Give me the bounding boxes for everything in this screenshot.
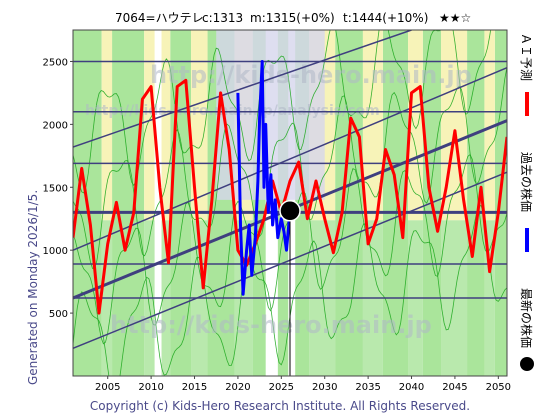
y-tick-label: 500 [49,309,68,320]
band-green [335,30,363,376]
past-price-line [236,60,292,296]
thin-green-line [73,66,507,269]
copyright-notice: Copyright (c) Kids-Hero Research Institu… [90,399,470,413]
mean-price-label: m:1315(+0%) [250,11,335,25]
series-layer [73,60,507,315]
target-price-label: t:1444(+10%) [343,11,428,25]
x-tick-label: 2050 [486,382,511,393]
x-tick-label: 2015 [182,382,207,393]
legend: ＡＩ予測 過去の株価 最新の株価 [519,33,534,371]
watermark: http://kids-hero.main.jp http://kids-her… [85,61,472,339]
x-tick-label: 2020 [225,382,250,393]
band-yellow [101,30,113,221]
current-price-marker [279,200,301,222]
y-axis-ticks: 500 1000 1500 2000 2500 [43,57,73,320]
channel-line [73,67,507,251]
watermark-bottom: http://kids-hero.main.jp [110,311,432,339]
ticker-label: 7064=ハウテレ [115,11,204,25]
channel-line [73,30,412,148]
band-yellow [484,30,495,221]
band-green [467,30,485,376]
x-axis-ticks: 2005 2010 2015 2020 2025 2030 2035 2040 2045 2050 [95,376,511,393]
legend-label-ai: ＡＩ予測 [519,33,533,81]
watermark-middle: http://kids-hero.main.jp/analysis/com [85,103,380,119]
band-yellow [191,30,208,221]
x-tick-label: 2045 [442,382,467,393]
y-tick-label: 2500 [43,57,68,68]
x-tick-label: 2025 [269,382,294,393]
legend-swatch-latest [520,357,534,371]
close-price-label: c:1313 [202,11,243,25]
x-tick-label: 2040 [399,382,424,393]
watermark-top: http://kids-hero.main.jp [150,61,472,89]
y-tick-label: 1500 [43,183,68,194]
x-tick-label: 2035 [355,382,380,393]
band-yellow [161,30,171,221]
plot-frame [72,29,508,377]
rating-stars: ★★☆ [439,11,471,25]
band-green [494,30,507,376]
x-tick-label: 2010 [138,382,163,393]
legend-label-latest: 最新の株価 [519,288,534,348]
y-tick-label: 2000 [43,120,68,131]
current-marker-layer [279,200,301,376]
thin-green-line [73,30,492,194]
legend-label-past: 過去の株価 [519,152,534,212]
band-yellow [144,30,155,221]
y-tick-label: 1000 [43,246,68,257]
x-tick-label: 2005 [95,382,120,393]
x-tick-label: 2030 [312,382,337,393]
generated-date-label: Generated on Monday 2026/1/5. [26,190,40,385]
ai-forecast-line [73,78,507,315]
